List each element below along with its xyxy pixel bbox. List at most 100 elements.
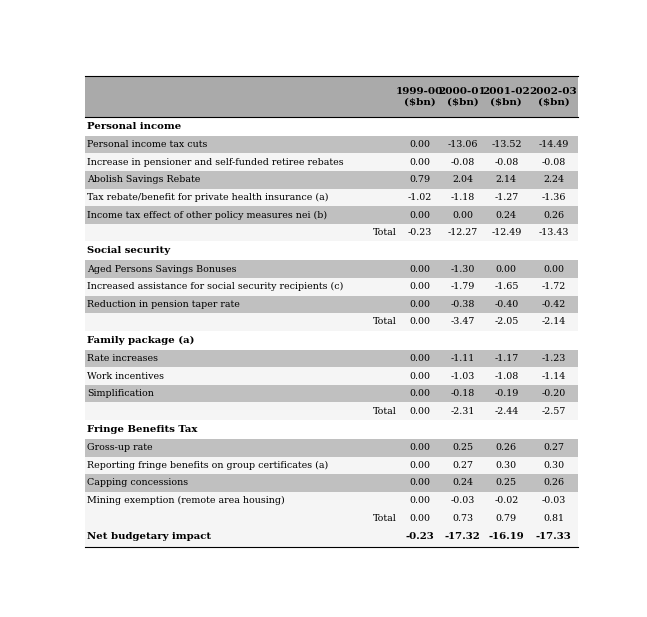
Text: Tax rebate/benefit for private health insurance (a): Tax rebate/benefit for private health in… xyxy=(87,193,329,202)
Bar xyxy=(85,77,578,117)
Bar xyxy=(85,457,578,474)
Text: Abolish Savings Rebate: Abolish Savings Rebate xyxy=(87,175,201,184)
Text: -0.40: -0.40 xyxy=(494,300,518,309)
Text: Gross-up rate: Gross-up rate xyxy=(87,443,153,452)
Text: 0.00: 0.00 xyxy=(409,371,430,381)
Text: 0.00: 0.00 xyxy=(543,265,564,273)
Text: 0.24: 0.24 xyxy=(452,478,473,487)
Text: -12.27: -12.27 xyxy=(447,228,477,237)
Text: 0.00: 0.00 xyxy=(409,210,430,220)
Text: 2002-03
($bn): 2002-03 ($bn) xyxy=(530,87,577,106)
Text: -1.72: -1.72 xyxy=(542,282,565,291)
Text: Simplification: Simplification xyxy=(87,389,154,398)
Text: Total: Total xyxy=(373,514,396,523)
Text: Aged Persons Savings Bonuses: Aged Persons Savings Bonuses xyxy=(87,265,237,273)
Bar xyxy=(85,474,578,492)
Bar xyxy=(85,206,578,224)
Text: Work incentives: Work incentives xyxy=(87,371,164,381)
Text: 0.00: 0.00 xyxy=(409,354,430,363)
Bar xyxy=(85,350,578,367)
Bar xyxy=(85,117,578,136)
Text: Net budgetary impact: Net budgetary impact xyxy=(87,532,212,541)
Text: Total: Total xyxy=(373,407,396,416)
Text: -0.42: -0.42 xyxy=(542,300,565,309)
Bar xyxy=(85,241,578,260)
Text: -0.20: -0.20 xyxy=(542,389,565,398)
Text: -3.47: -3.47 xyxy=(450,317,475,326)
Text: Reduction in pension taper rate: Reduction in pension taper rate xyxy=(87,300,240,309)
Text: 2000-01
($bn): 2000-01 ($bn) xyxy=(439,87,487,106)
Bar xyxy=(85,367,578,385)
Text: -1.03: -1.03 xyxy=(450,371,475,381)
Text: -2.57: -2.57 xyxy=(542,407,565,416)
Text: 0.00: 0.00 xyxy=(409,282,430,291)
Text: 0.25: 0.25 xyxy=(496,478,517,487)
Text: 0.73: 0.73 xyxy=(452,514,473,523)
Text: Rate increases: Rate increases xyxy=(87,354,159,363)
Text: -0.23: -0.23 xyxy=(405,532,434,541)
Bar xyxy=(85,420,578,439)
Text: -1.14: -1.14 xyxy=(542,371,565,381)
Text: -0.38: -0.38 xyxy=(450,300,475,309)
Text: 0.00: 0.00 xyxy=(409,407,430,416)
Text: Total: Total xyxy=(373,228,396,237)
Text: -1.11: -1.11 xyxy=(450,354,475,363)
Text: 0.00: 0.00 xyxy=(409,140,430,149)
Bar xyxy=(85,189,578,206)
Text: -16.19: -16.19 xyxy=(488,532,524,541)
Bar xyxy=(85,331,578,350)
Text: Social security: Social security xyxy=(87,246,171,255)
Text: 0.00: 0.00 xyxy=(409,317,430,326)
Text: 0.00: 0.00 xyxy=(409,389,430,398)
Text: -1.17: -1.17 xyxy=(494,354,518,363)
Bar xyxy=(85,171,578,189)
Text: 0.27: 0.27 xyxy=(543,443,564,452)
Text: -1.23: -1.23 xyxy=(542,354,565,363)
Text: 0.26: 0.26 xyxy=(496,443,517,452)
Text: Fringe Benefits Tax: Fringe Benefits Tax xyxy=(87,425,198,434)
Text: -1.79: -1.79 xyxy=(450,282,475,291)
Text: 0.24: 0.24 xyxy=(496,210,517,220)
Text: -0.18: -0.18 xyxy=(450,389,475,398)
Text: -13.06: -13.06 xyxy=(447,140,477,149)
Text: Family package (a): Family package (a) xyxy=(87,336,195,345)
Bar xyxy=(85,278,578,296)
Text: 0.26: 0.26 xyxy=(543,210,564,220)
Text: -1.27: -1.27 xyxy=(494,193,518,202)
Text: -2.05: -2.05 xyxy=(494,317,518,326)
Text: Increased assistance for social security recipients (c): Increased assistance for social security… xyxy=(87,282,344,291)
Text: 0.00: 0.00 xyxy=(409,443,430,452)
Text: 0.00: 0.00 xyxy=(409,265,430,273)
Text: -2.44: -2.44 xyxy=(494,407,518,416)
Text: Reporting fringe benefits on group certificates (a): Reporting fringe benefits on group certi… xyxy=(87,461,329,470)
Text: 2001-02
($bn): 2001-02 ($bn) xyxy=(483,87,530,106)
Text: 0.27: 0.27 xyxy=(452,461,473,470)
Bar xyxy=(85,385,578,402)
Text: Personal income tax cuts: Personal income tax cuts xyxy=(87,140,208,149)
Text: -0.03: -0.03 xyxy=(450,496,475,505)
Text: 0.00: 0.00 xyxy=(409,496,430,505)
Text: -1.30: -1.30 xyxy=(450,265,475,273)
Bar xyxy=(85,402,578,420)
Text: Increase in pensioner and self-funded retiree rebates: Increase in pensioner and self-funded re… xyxy=(87,158,344,167)
Text: -13.52: -13.52 xyxy=(491,140,521,149)
Text: -0.02: -0.02 xyxy=(494,496,518,505)
Text: -2.31: -2.31 xyxy=(450,407,475,416)
Bar xyxy=(85,224,578,241)
Text: -1.08: -1.08 xyxy=(494,371,518,381)
Text: -17.32: -17.32 xyxy=(444,532,480,541)
Text: 0.00: 0.00 xyxy=(409,461,430,470)
Bar xyxy=(85,260,578,278)
Text: 0.00: 0.00 xyxy=(409,158,430,167)
Text: 1999-00
($bn): 1999-00 ($bn) xyxy=(396,87,443,106)
Text: -1.02: -1.02 xyxy=(408,193,432,202)
Text: Total: Total xyxy=(373,317,396,326)
Bar xyxy=(85,527,578,547)
Text: -17.33: -17.33 xyxy=(536,532,571,541)
Text: 2.24: 2.24 xyxy=(543,175,564,184)
Bar xyxy=(85,492,578,510)
Text: -1.65: -1.65 xyxy=(494,282,519,291)
Text: 0.00: 0.00 xyxy=(409,514,430,523)
Text: -0.08: -0.08 xyxy=(494,158,518,167)
Bar xyxy=(85,136,578,154)
